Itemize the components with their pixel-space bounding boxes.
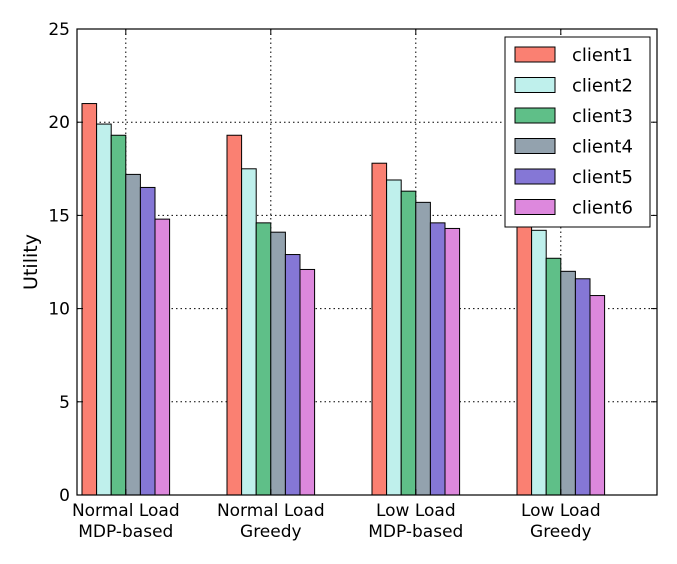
- legend-label: client6: [572, 198, 633, 219]
- x-tick-label: Low Load: [521, 501, 601, 521]
- bar-client3: [255, 222, 272, 496]
- y-tick-label: 15: [48, 206, 70, 226]
- bar-client6: [589, 295, 606, 496]
- bar-client3: [400, 190, 417, 496]
- bar-client1: [516, 207, 533, 496]
- x-tick-label: Low Load: [376, 501, 456, 521]
- legend-label: client5: [572, 167, 633, 188]
- bar-client4: [415, 201, 431, 496]
- y-tick-label: 0: [59, 486, 70, 506]
- bar-client5: [429, 222, 446, 496]
- bar-client2: [241, 168, 257, 496]
- bar-client4: [270, 231, 286, 496]
- x-tick-label: MDP-based: [368, 522, 463, 542]
- x-tick-label: MDP-based: [78, 522, 173, 542]
- legend-label: client4: [572, 137, 633, 158]
- legend-swatch: [514, 46, 556, 63]
- legend-label: client2: [572, 76, 633, 97]
- bar-client5: [574, 278, 591, 496]
- y-tick-label: 10: [48, 300, 70, 320]
- y-tick-label: 5: [59, 393, 70, 413]
- bar-client6: [444, 227, 461, 496]
- legend-swatch: [514, 107, 556, 124]
- legend-label: client3: [572, 106, 633, 127]
- y-tick-label: 25: [48, 20, 70, 40]
- legend-swatch: [514, 168, 556, 185]
- x-tick-label: Normal Load: [72, 501, 180, 521]
- plot-frame: [76, 28, 658, 496]
- legend-label: client1: [572, 45, 633, 66]
- y-tick-label: 20: [48, 113, 70, 133]
- x-tick-label: Normal Load: [217, 501, 325, 521]
- y-axis-label: Utility: [20, 234, 42, 290]
- bar-client5: [284, 254, 301, 496]
- x-tick-label: Greedy: [530, 522, 592, 542]
- x-tick-label: Greedy: [240, 522, 302, 542]
- legend-swatch: [514, 77, 556, 93]
- bar-client1: [81, 103, 98, 496]
- bar-client5: [139, 186, 156, 496]
- bar-client2: [96, 123, 112, 496]
- legend-box: [504, 36, 651, 228]
- bar-client1: [371, 162, 388, 496]
- legend: client1 client2 client3 client4 client5 clien…: [504, 36, 651, 228]
- legend-swatch: [514, 199, 556, 215]
- legend-swatch: [514, 138, 556, 154]
- bar-client4: [125, 173, 141, 496]
- bar-client2: [531, 229, 547, 496]
- y-tick-labels: 0 5 10 15 20 25: [48, 20, 70, 506]
- bar-client1: [226, 134, 243, 496]
- bar-client2: [386, 179, 402, 496]
- axis-ticks: [77, 28, 657, 496]
- bar-client6: [299, 268, 316, 496]
- bar-client6: [154, 218, 171, 496]
- bar-client4: [560, 270, 576, 496]
- bars: [81, 103, 606, 496]
- bar-client3: [110, 134, 127, 496]
- bar-client3: [545, 257, 562, 496]
